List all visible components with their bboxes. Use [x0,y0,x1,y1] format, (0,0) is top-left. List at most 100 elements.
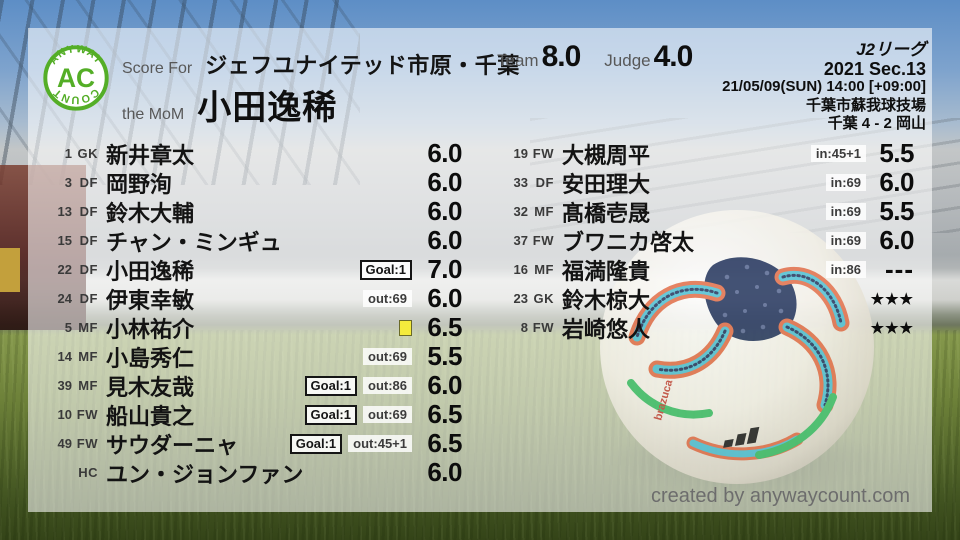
player-row: 19 FW 大槻周平 in:45+1 5.5 [496,138,915,168]
player-row: 49 FW サウダーニャ Goal:1 out:45+1 6.5 [36,428,463,458]
player-rating: 5.5 [879,138,914,168]
player-position: FW [532,146,554,161]
player-number: 13 [57,204,72,219]
player-position: MF [534,204,554,219]
player-badges: in:45+1 [810,145,866,162]
team-name: ジェフユナイテッド市原・千葉 [205,53,520,78]
player-name: チャン・ミンギュ [106,229,282,255]
player-position: DF [535,175,554,190]
player-badges: Goal:1 out:45+1 [289,433,412,454]
player-row: 32 MF 髙橋壱晟 in:69 5.5 [496,196,915,226]
player-rating: 6.0 [427,196,462,226]
mom-row: the MoM 小田逸稀 [122,80,337,129]
player-row: 33 DF 安田理大 in:69 6.0 [496,167,915,197]
judge-rating-value: 4.0 [653,40,694,73]
final-score: 千葉 4 - 2 岡山 [827,115,926,132]
player-name: ブワニカ啓太 [562,229,695,255]
sub-out-badge: out:69 [363,406,412,423]
player-position: FW [76,436,98,451]
sub-in-badge: in:45+1 [810,145,866,162]
competition-name: J2リーグ [856,40,926,59]
player-name: 小田逸稀 [106,258,195,284]
player-name: 鈴木大輔 [106,200,195,226]
player-position: MF [78,320,98,335]
player-badges [399,319,412,336]
player-number: 15 [57,233,72,248]
player-number: 5 [64,320,72,335]
player-row: 23 GK 鈴木椋大 ★★★ [496,284,914,313]
player-badges: in:86 [825,261,866,278]
player-number: 8 [520,320,528,335]
player-position: DF [79,233,98,248]
player-number: 10 [57,407,72,422]
player-name: ユン・ジョンファン [106,461,304,487]
player-name: 岩崎悠人 [562,316,651,342]
player-row: HC ユン・ジョンファン 6.0 [36,457,462,487]
player-number: 33 [513,175,528,190]
player-position: GK [77,146,98,161]
player-position: MF [534,262,554,277]
player-row: 37 FW ブワニカ啓太 in:69 6.0 [496,225,915,255]
sub-in-badge: in:69 [825,232,866,249]
yellow-sign-decoration [0,248,20,292]
player-name: 小林祐介 [106,316,195,342]
player-row: 3 DF 岡野洵 6.0 [36,167,463,197]
judge-rating-label: Judge [604,51,651,70]
player-rating: 6.0 [427,370,462,400]
player-row: 39 MF 見木友哉 Goal:1 out:86 6.0 [36,370,463,400]
player-position: DF [79,204,98,219]
logo-center: AC [57,63,95,93]
mom-label: the MoM [122,106,185,123]
anywaycount-logo: ANYWAY AC COUNT [43,45,109,111]
player-position: GK [533,291,554,306]
player-row: 8 FW 岩崎悠人 ★★★ [496,313,914,342]
player-number: 49 [57,436,72,451]
player-name: 鈴木椋大 [562,287,651,313]
player-rating: 6.0 [879,225,914,255]
player-number: 23 [513,291,528,306]
player-number: 3 [64,175,72,190]
player-position: DF [79,175,98,190]
player-name: 見木友哉 [106,374,195,400]
player-rating: 6.5 [427,428,462,458]
mom-name: 小田逸稀 [197,89,338,127]
goal-badge: Goal:1 [304,375,357,396]
goal-badge: Goal:1 [289,433,343,454]
score-for-row: Score For ジェフユナイテッド市原・千葉 [122,48,520,80]
player-badges: in:69 [825,174,866,191]
goal-badge: Goal:1 [359,259,412,280]
player-name: 船山貴之 [106,403,195,429]
player-rating: ★★★ [870,319,914,337]
player-rating: 6.0 [427,138,462,168]
player-row: 24 DF 伊東幸敏 out:69 6.0 [36,283,463,313]
team-judge-ratings: Team 8.0 Judge 4.0 [497,40,694,74]
player-name: 安田理大 [562,171,651,197]
player-position: FW [532,233,554,248]
player-position: HC [78,465,98,480]
player-rating: 7.0 [427,254,462,284]
sub-in-badge: in:69 [825,203,866,220]
player-name: 福満隆貴 [562,258,651,284]
player-row: 5 MF 小林祐介 6.5 [36,312,463,342]
sub-out-badge: out:45+1 [348,435,412,452]
sub-in-badge: in:86 [825,261,866,278]
player-rating: 6.0 [427,167,462,197]
player-badges: Goal:1 out:69 [304,404,412,425]
player-position: MF [78,349,98,364]
player-rating: 6.0 [427,225,462,255]
player-row: 22 DF 小田逸稀 Goal:1 7.0 [36,254,463,284]
player-rating: 5.5 [427,341,462,371]
yellow-card-icon [399,319,412,336]
sub-out-badge: out:86 [363,377,412,394]
player-name: 新井章太 [106,142,195,168]
player-position: DF [79,262,98,277]
team-rating-value: 8.0 [541,40,582,73]
player-badges: out:69 [363,290,412,307]
player-number: 16 [513,262,528,277]
player-badges: Goal:1 [359,259,412,280]
player-rating: 6.5 [427,399,462,429]
footer-credit: created by anywaycount.com [650,485,910,507]
player-badges: out:69 [363,348,412,365]
player-row: 1 GK 新井章太 6.0 [36,138,463,168]
